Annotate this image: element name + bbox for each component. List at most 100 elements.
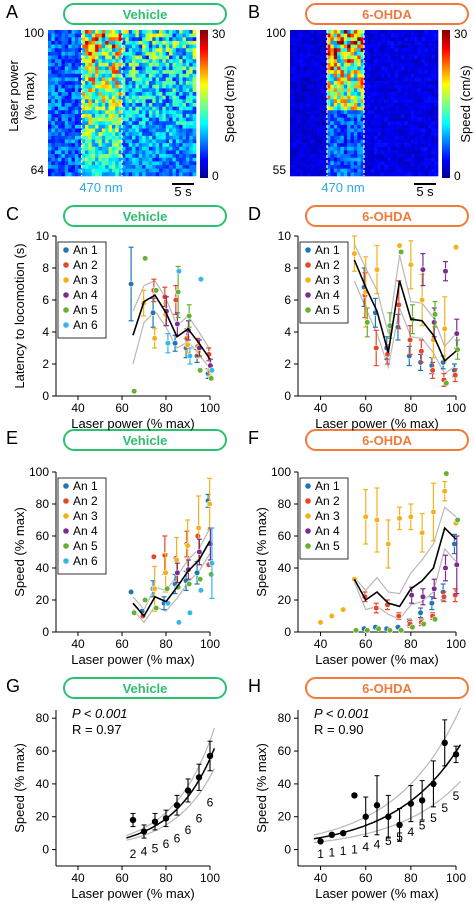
heatmap-cell [333,161,338,166]
heatmap-cell [125,95,130,100]
heatmap-cell [125,30,130,34]
heatmap-cell [125,99,130,104]
heatmap-cell [290,113,294,118]
heatmap-cell [179,55,183,60]
heatmap-cell [404,55,409,60]
heatmap-cell [61,99,66,104]
heatmap-cell [364,62,368,67]
heatmap-cell [353,33,358,38]
heatmap-cell [377,88,382,93]
heatmap-cell [159,51,163,56]
heatmap-cell [364,157,368,162]
heatmap-cell [424,106,429,111]
heatmap-cell [313,73,318,78]
heatmap-cell [138,33,143,38]
heatmap-cell [74,106,79,111]
heatmap-cell [88,81,93,86]
heatmap-cell [431,92,435,96]
heatmap-cell [404,40,409,45]
heatmap-cell [101,121,106,126]
n-label: 4 [141,845,148,859]
heatmap-cell [394,146,398,151]
heatmap-cell [360,37,365,42]
heatmap-cell [306,30,311,34]
heatmap-cell [347,30,351,34]
heatmap-cell [296,121,301,126]
heatmap-cell [128,73,133,78]
y-tick-label: 0 [42,625,49,639]
heatmap-cell [370,66,375,71]
heatmap-cell [320,77,324,82]
heatmap-cell [330,157,335,162]
data-point [375,625,382,632]
heatmap-cell [330,55,335,60]
heatmap-cell [138,66,143,71]
heatmap-cell [310,55,314,60]
heatmap-cell [377,62,382,67]
heatmap-cell [374,146,378,151]
heatmap-cell [115,172,119,177]
heatmap-cell [192,135,197,140]
heatmap-cell [380,73,385,78]
heatmap-cell [374,88,378,93]
heatmap-cell [316,106,321,111]
heatmap-cell [118,33,123,38]
heatmap-cell [148,110,153,115]
heatmap-cell [135,106,140,111]
heatmap-cell [172,150,177,155]
heatmap-cell [159,84,163,89]
heatmap-cell [380,37,385,42]
heatmap-cell [91,70,96,75]
heatmap-cell [172,106,177,111]
heatmap-cell [189,70,193,75]
heatmap-cell [306,110,311,115]
heatmap-cell [296,73,301,78]
heatmap-cell [313,150,318,155]
heatmap-cell [95,128,99,133]
heatmap-cell [303,172,308,177]
heatmap-cell [434,30,439,34]
heatmap-cell [380,124,385,129]
heatmap-cell [397,62,402,67]
heatmap-cell [343,77,348,82]
heatmap-cell [337,70,341,75]
heatmap-cell [85,165,89,169]
heatmap-cell [296,161,301,166]
heatmap-cell [108,84,113,89]
panel-d-pill [305,205,469,227]
heatmap-cell [78,117,82,122]
heatmap-cell [377,66,382,71]
heatmap-cell [300,168,304,173]
heatmap-cell [353,121,358,126]
heatmap-cell [340,51,345,56]
heatmap-cell [101,161,106,166]
heatmap-cell [78,157,82,162]
heatmap-cell [88,40,93,45]
heatmap-cell [310,33,314,38]
heatmap-cell [51,121,56,126]
heatmap-cell [189,124,193,129]
heatmap-cell [58,168,62,173]
heatmap-cell [360,70,365,75]
heatmap-cell [306,113,311,118]
x-tick-label: 60 [115,871,129,885]
heatmap-cell [132,124,136,129]
heatmap-cell [172,132,177,137]
heatmap-cell [401,157,405,162]
heatmap-cell [111,81,116,86]
heatmap-cell [330,81,335,86]
heatmap-cell [370,55,375,60]
heatmap-cell [353,124,358,129]
heatmap-cell [142,124,146,129]
heatmap-cell [172,117,177,122]
x-tick-label: 60 [359,871,373,885]
heatmap-cell [142,77,146,82]
heatmap-cell [128,81,133,86]
heatmap-cell [64,128,69,133]
heatmap-cell [142,73,146,78]
heatmap-cell [350,121,355,126]
heatmap-cell [98,40,103,45]
heatmap-cell [159,168,163,173]
heatmap-cell [132,103,136,107]
heatmap-cell [142,95,146,100]
